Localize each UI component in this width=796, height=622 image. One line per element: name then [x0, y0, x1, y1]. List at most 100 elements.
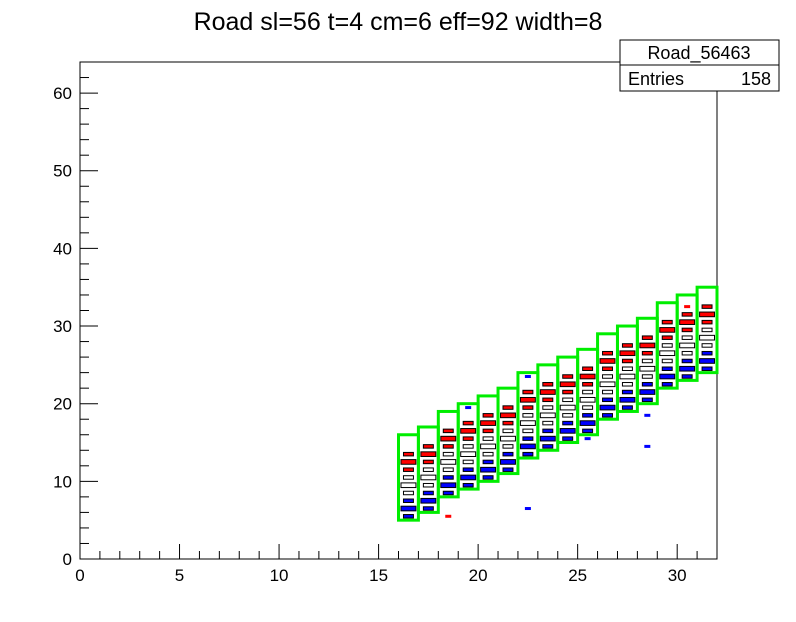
band-cell-upper	[460, 428, 477, 434]
band-cell-central	[502, 428, 514, 434]
band-cell-central	[522, 428, 534, 434]
band-cell-lower	[661, 382, 673, 387]
band-cell-central	[562, 413, 574, 418]
x-tick-label: 15	[369, 566, 388, 585]
road-box	[695, 285, 719, 375]
band-cell-central	[422, 482, 434, 488]
band-cell-central	[420, 474, 437, 481]
band-cell-upper	[542, 382, 554, 387]
band-cell-upper	[442, 444, 454, 449]
band-cell-lower	[502, 467, 514, 472]
band-cell-central	[661, 358, 673, 364]
band-cell-central	[480, 443, 497, 450]
band-cell-lower	[440, 482, 457, 489]
band-cell-upper	[482, 413, 494, 418]
band-cell-upper	[542, 397, 554, 403]
band-cell-lower	[542, 428, 554, 434]
y-tick-label: 30	[53, 317, 72, 336]
band-cell-lower	[602, 413, 613, 418]
axes-layer: 0 5 10 15 20 25 30 0 10 20 30 40 50 60	[53, 61, 718, 585]
band-cell-lower	[621, 405, 633, 410]
band-cell-central	[400, 482, 417, 489]
band-cell-central	[402, 475, 414, 480]
stats-entries-label: Entries	[628, 69, 684, 89]
band-cell-lower	[599, 404, 616, 411]
x-tick-label: 10	[270, 566, 289, 585]
band-cell-central	[422, 467, 434, 472]
band-cell-lower	[602, 397, 613, 403]
stats-box: Road_56463 Entries 158	[619, 39, 780, 92]
outlier-cell	[465, 406, 472, 410]
band-cell-central	[602, 374, 613, 379]
band-cell-central	[542, 420, 554, 426]
band-cell-lower	[420, 497, 437, 504]
y-tick-label: 10	[53, 472, 72, 491]
band-cell-upper	[661, 335, 673, 340]
band-cell-lower	[699, 358, 716, 364]
band-cell-upper	[681, 327, 693, 333]
band-cell-lower	[659, 373, 676, 380]
band-cell-upper	[562, 374, 574, 379]
band-cell-upper	[440, 435, 457, 442]
band-cell-central	[502, 444, 514, 449]
band-cell-upper	[639, 342, 656, 349]
y-tick-label: 0	[63, 550, 72, 569]
band-cell-upper	[582, 366, 594, 371]
band-cell-central	[579, 396, 596, 403]
band-cell-central	[562, 397, 574, 403]
band-cell-central	[619, 373, 636, 380]
band-cell-upper	[539, 389, 556, 395]
y-tick-label: 50	[53, 162, 72, 181]
band-cell-lower	[542, 444, 554, 449]
band-cell-lower	[701, 366, 713, 371]
band-cell-central	[539, 412, 556, 419]
band-cell-lower	[402, 514, 414, 519]
band-cell-upper	[599, 358, 616, 364]
band-cell-lower	[661, 366, 673, 371]
band-cell-lower	[641, 382, 653, 387]
band-cell-central	[519, 420, 536, 426]
band-cell-upper	[602, 350, 613, 356]
band-cell-lower	[582, 428, 594, 434]
band-cell-upper	[621, 358, 633, 364]
band-cell-lower	[562, 420, 574, 426]
band-cell-central	[440, 459, 457, 465]
band-cell-upper	[462, 436, 474, 441]
band-cell-lower	[462, 467, 474, 472]
band-cell-upper	[402, 467, 414, 472]
band-cell-upper	[621, 343, 633, 348]
band-cell-lower	[701, 350, 713, 356]
band-cell-lower	[681, 358, 693, 364]
band-cell-lower	[522, 451, 534, 457]
band-cell-lower	[641, 397, 653, 403]
band-cell-central	[599, 381, 616, 388]
band-cell-upper	[579, 373, 596, 380]
band-cell-central	[582, 405, 594, 410]
band-cell-upper	[400, 459, 417, 465]
outlier-cell	[684, 305, 691, 309]
band-cell-lower	[400, 505, 417, 512]
band-cell-central	[442, 451, 454, 457]
band-cell-lower	[480, 466, 497, 473]
band-cell-central	[522, 413, 534, 418]
outlier-cell	[445, 514, 452, 518]
outlier-cell	[524, 375, 531, 379]
band-cell-lower	[462, 482, 474, 488]
x-tick-label: 25	[568, 566, 587, 585]
x-tick-label: 20	[469, 566, 488, 585]
band-cell-central	[681, 350, 693, 356]
band-cell-lower	[442, 475, 454, 480]
x-tick-label: 5	[175, 566, 184, 585]
band-cell-lower	[422, 506, 434, 511]
band-cell-upper	[582, 382, 594, 387]
band-cell-central	[661, 343, 673, 348]
band-cell-lower	[621, 389, 633, 395]
band-cell-upper	[422, 444, 434, 449]
band-cell-upper	[500, 412, 516, 419]
band-cell-upper	[420, 451, 437, 457]
band-cell-lower	[582, 413, 594, 418]
band-cell-upper	[522, 389, 534, 395]
y-tick-label: 60	[53, 84, 72, 103]
band-cell-central	[462, 444, 474, 449]
band-cell-lower	[482, 475, 494, 480]
